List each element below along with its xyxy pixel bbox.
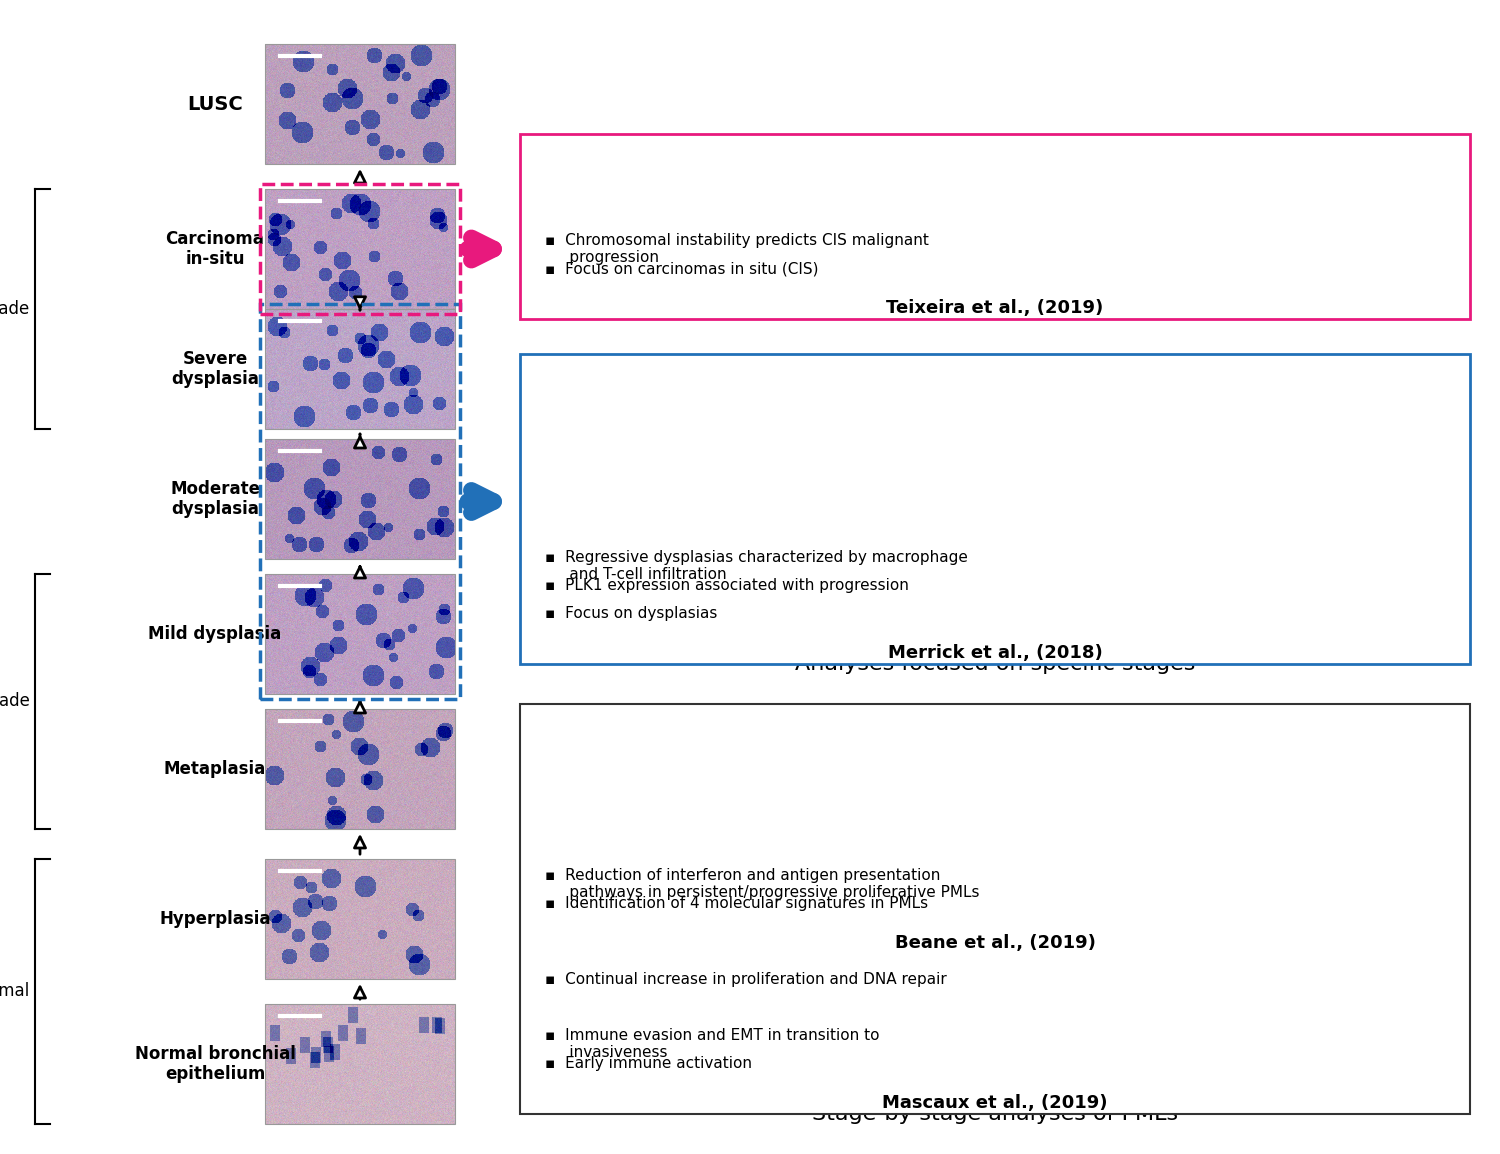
Text: LUSC: LUSC	[188, 95, 243, 113]
Text: ▪  Regressive dysplasias characterized by macrophage
     and T-cell infiltratio: ▪ Regressive dysplasias characterized by…	[544, 550, 968, 583]
Bar	[260, 304, 460, 699]
Bar	[520, 704, 1470, 1114]
Text: ▪  PLK1 expression associated with progression: ▪ PLK1 expression associated with progre…	[544, 578, 909, 593]
Text: ▪  Reduction of interferon and antigen presentation
     pathways in persistent/: ▪ Reduction of interferon and antigen pr…	[544, 868, 980, 900]
Text: ▪  Focus on carcinomas in situ (CIS): ▪ Focus on carcinomas in situ (CIS)	[544, 261, 819, 276]
Bar	[266, 189, 454, 309]
Bar	[266, 439, 454, 559]
Bar	[520, 134, 1470, 319]
Text: Mild dysplasia: Mild dysplasia	[148, 625, 282, 643]
Text: Analyses focused on specific stages: Analyses focused on specific stages	[795, 654, 1196, 674]
Text: Mascaux et al., (2019): Mascaux et al., (2019)	[882, 1094, 1107, 1112]
Bar	[520, 354, 1470, 664]
Text: Moderate
dysplasia: Moderate dysplasia	[170, 480, 260, 518]
Bar	[266, 574, 454, 694]
Bar	[266, 44, 454, 164]
Text: Teixeira et al., (2019): Teixeira et al., (2019)	[886, 299, 1104, 317]
Text: ▪  Focus on dysplasias: ▪ Focus on dysplasias	[544, 606, 717, 621]
Text: Metaplasia: Metaplasia	[164, 760, 266, 778]
Bar	[260, 183, 460, 314]
Bar	[266, 859, 454, 979]
Text: Normal: Normal	[0, 982, 30, 1001]
Text: Stage-by-stage analyses of PMLs: Stage-by-stage analyses of PMLs	[812, 1104, 1178, 1124]
Text: Low-grade: Low-grade	[0, 692, 30, 711]
Text: Normal bronchial
epithelium: Normal bronchial epithelium	[135, 1044, 296, 1084]
Bar	[266, 309, 454, 429]
Text: Merrick et al., (2018): Merrick et al., (2018)	[888, 644, 1102, 662]
Text: Severe
dysplasia: Severe dysplasia	[171, 350, 260, 389]
Text: ▪  Identification of 4 molecular signatures in PMLs: ▪ Identification of 4 molecular signatur…	[544, 896, 928, 911]
Text: Hyperplasia: Hyperplasia	[159, 911, 270, 928]
Text: Beane et al., (2019): Beane et al., (2019)	[894, 934, 1095, 952]
Text: ▪  Immune evasion and EMT in transition to
     invasiveness: ▪ Immune evasion and EMT in transition t…	[544, 1028, 879, 1061]
Text: ▪  Continual increase in proliferation and DNA repair: ▪ Continual increase in proliferation an…	[544, 972, 946, 987]
Text: High-grade: High-grade	[0, 300, 30, 319]
Bar	[266, 709, 454, 829]
Text: ▪  Chromosomal instability predicts CIS malignant
     progression: ▪ Chromosomal instability predicts CIS m…	[544, 233, 928, 265]
Text: Carcinoma
in-situ: Carcinoma in-situ	[165, 230, 264, 269]
Bar	[266, 1004, 454, 1124]
Text: ▪  Early immune activation: ▪ Early immune activation	[544, 1056, 752, 1071]
